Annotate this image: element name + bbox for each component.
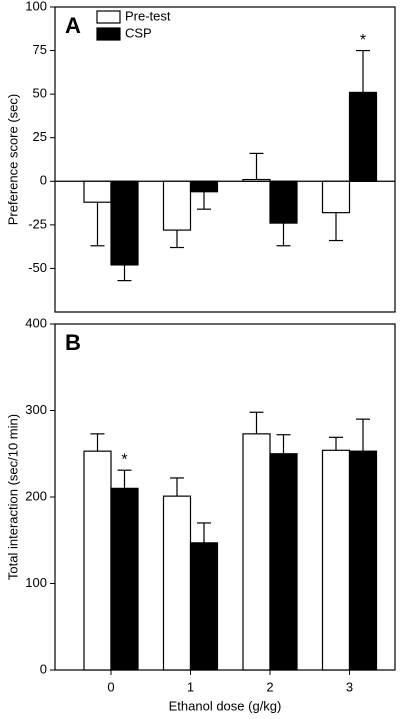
bar — [110, 487, 139, 671]
bar — [83, 180, 112, 203]
bar — [189, 180, 219, 193]
annotation: * — [121, 451, 127, 468]
x-tick-label: 1 — [187, 679, 194, 694]
bar — [348, 450, 378, 671]
y-tick-label: 100 — [25, 575, 47, 590]
bar — [162, 180, 192, 231]
x-tick-label: 2 — [266, 679, 273, 694]
y-tick-label: 300 — [25, 402, 47, 417]
bar — [321, 449, 351, 671]
bar — [269, 180, 298, 224]
y-axis-label: Preference score (sec) — [5, 94, 20, 226]
bar — [348, 91, 378, 182]
y-tick-label: 0 — [40, 173, 47, 188]
bar — [83, 450, 112, 671]
bar — [189, 542, 219, 671]
legend-label: CSP — [125, 25, 152, 40]
y-tick-label: -50 — [28, 260, 47, 275]
y-tick-label: -25 — [28, 216, 47, 231]
legend-label: Pre-test — [125, 8, 171, 23]
bar — [242, 433, 271, 671]
x-tick-label: 3 — [346, 679, 353, 694]
plot-frame — [54, 6, 396, 313]
bar — [269, 453, 298, 671]
bar — [110, 180, 139, 266]
y-tick-label: 200 — [25, 488, 47, 503]
y-tick-label: 0 — [40, 661, 47, 676]
x-tick-label: 0 — [107, 679, 114, 694]
y-tick-label: 75 — [33, 42, 47, 57]
bar — [321, 180, 351, 214]
y-tick-label: 100 — [25, 0, 47, 13]
panel-label: A — [65, 13, 81, 38]
bar — [242, 178, 271, 182]
y-axis-label: Total interaction (sec/10 min) — [5, 414, 20, 580]
bar — [162, 495, 192, 671]
panel-label: B — [65, 330, 81, 355]
legend-swatch — [96, 27, 121, 41]
legend-swatch — [96, 10, 121, 24]
annotation: * — [360, 32, 366, 49]
y-tick-label: 400 — [25, 315, 47, 330]
x-axis-label: Ethanol dose (g/kg) — [169, 698, 282, 713]
y-tick-label: 25 — [33, 129, 47, 144]
y-tick-label: 50 — [33, 86, 47, 101]
